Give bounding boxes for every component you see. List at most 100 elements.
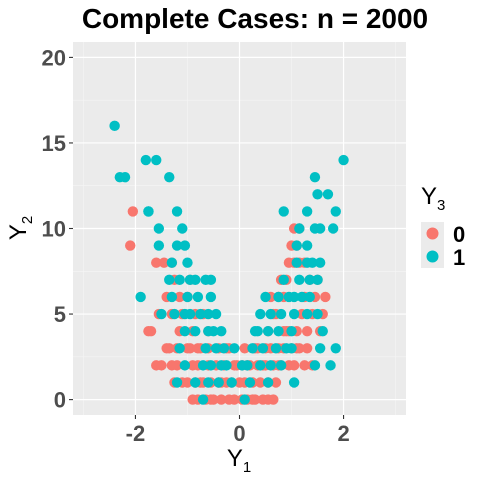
data-point-y3-1 — [257, 343, 269, 354]
x-tick-label: 0 — [233, 421, 245, 446]
legend: Y3 0 1 — [421, 183, 465, 270]
data-point-y3-1 — [327, 223, 339, 234]
data-point-y3-1 — [153, 240, 165, 251]
data-point-y3-0 — [182, 377, 193, 388]
data-point-y3-1 — [135, 291, 146, 303]
data-point-y3-0 — [239, 343, 250, 354]
data-point-y3-1 — [294, 274, 305, 286]
data-point-y3-0 — [182, 343, 193, 354]
data-point-y3-1 — [166, 291, 178, 303]
data-point-y3-1 — [314, 257, 326, 268]
data-point-y3-1 — [200, 343, 211, 354]
data-point-y3-1 — [174, 343, 185, 354]
data-point-y3-1 — [325, 360, 336, 371]
data-point-y3-1 — [265, 308, 276, 320]
data-point-y3-1 — [216, 325, 227, 337]
y-tick-label: 20 — [42, 45, 66, 70]
data-point-y3-1 — [304, 274, 315, 286]
data-point-y3-1 — [153, 223, 165, 234]
data-point-y3-1 — [216, 360, 227, 371]
data-point-y3-1 — [255, 308, 266, 320]
legend-title-main: Y — [421, 183, 437, 210]
x-axis-title-main: Y — [227, 445, 243, 472]
y-axis-title-sub: 2 — [19, 216, 36, 224]
data-point-y3-1 — [275, 360, 287, 371]
data-point-y3-1 — [262, 377, 274, 388]
data-point-y3-1 — [143, 206, 154, 217]
data-point-y3-1 — [296, 291, 308, 303]
data-point-y3-1 — [338, 154, 349, 166]
legend-key-1 — [426, 250, 439, 263]
data-point-y3-1 — [262, 325, 274, 337]
data-point-y3-1 — [294, 223, 305, 234]
data-point-y3-0 — [255, 377, 266, 388]
data-point-y3-1 — [174, 274, 185, 286]
data-point-y3-1 — [314, 223, 326, 234]
data-point-y3-1 — [314, 343, 326, 354]
data-point-y3-1 — [179, 240, 191, 251]
y-axis-title: Y2 — [5, 216, 36, 240]
y-tick-label: 0 — [54, 388, 66, 413]
data-point-y3-1 — [288, 308, 300, 320]
legend-title: Y3 — [421, 183, 445, 214]
data-point-y3-1 — [171, 206, 183, 217]
data-point-y3-1 — [205, 291, 217, 303]
data-point-y3-1 — [177, 223, 188, 234]
y-tick-label: 5 — [54, 302, 66, 327]
data-point-y3-0 — [145, 325, 157, 337]
data-point-y3-1 — [301, 206, 313, 217]
data-point-y3-0 — [247, 394, 258, 405]
data-point-y3-0 — [166, 360, 178, 371]
data-point-y3-1 — [301, 308, 313, 320]
data-point-y3-1 — [278, 274, 289, 286]
data-point-y3-0 — [299, 360, 310, 371]
y-axis-ticks: 0 5 10 15 20 — [42, 45, 73, 413]
legend-label-0: 0 — [453, 222, 465, 247]
data-point-y3-0 — [205, 394, 217, 405]
data-point-y3-1 — [205, 360, 217, 371]
data-point-y3-0 — [270, 377, 282, 388]
data-point-y3-0 — [151, 257, 162, 268]
grid-lines — [73, 42, 406, 415]
data-point-y3-1 — [164, 274, 175, 286]
data-point-y3-0 — [288, 360, 300, 371]
data-point-y3-0 — [229, 360, 240, 371]
legend-title-sub: 3 — [437, 197, 445, 214]
data-point-y3-1 — [312, 308, 323, 320]
x-tick-label: -2 — [126, 421, 146, 446]
data-point-y3-1 — [288, 377, 300, 388]
x-tick-label: 2 — [337, 421, 349, 446]
data-point-y3-1 — [239, 394, 250, 405]
y-tick-label: 15 — [42, 131, 66, 156]
data-point-y3-1 — [304, 291, 315, 303]
data-point-y3-1 — [156, 308, 167, 320]
data-point-y3-1 — [184, 308, 196, 320]
data-point-y3-1 — [255, 360, 266, 371]
data-point-y3-1 — [182, 257, 193, 268]
data-point-y3-1 — [312, 274, 323, 286]
data-point-y3-1 — [190, 274, 201, 286]
data-point-y3-1 — [312, 189, 323, 200]
data-point-y3-1 — [270, 343, 282, 354]
data-point-y3-1 — [322, 189, 334, 200]
data-point-y3-1 — [291, 240, 302, 251]
data-point-y3-0 — [192, 343, 204, 354]
data-point-y3-0 — [156, 360, 167, 371]
data-point-y3-1 — [309, 360, 321, 371]
data-point-y3-1 — [317, 325, 328, 337]
data-point-y3-1 — [307, 257, 318, 268]
data-point-y3-1 — [109, 120, 120, 132]
data-point-y3-1 — [190, 377, 201, 388]
x-axis-title-sub: 1 — [243, 459, 251, 476]
data-point-y3-1 — [192, 291, 204, 303]
data-point-y3-0 — [174, 291, 185, 303]
data-point-y3-1 — [273, 291, 284, 303]
data-point-y3-0 — [262, 394, 274, 405]
data-point-y3-1 — [208, 325, 219, 337]
data-point-y3-1 — [236, 360, 248, 371]
data-points — [109, 120, 349, 405]
data-point-y3-1 — [226, 377, 237, 388]
data-point-y3-0 — [301, 325, 313, 337]
x-axis-ticks: -2 0 2 — [126, 415, 350, 446]
data-point-y3-1 — [171, 377, 183, 388]
